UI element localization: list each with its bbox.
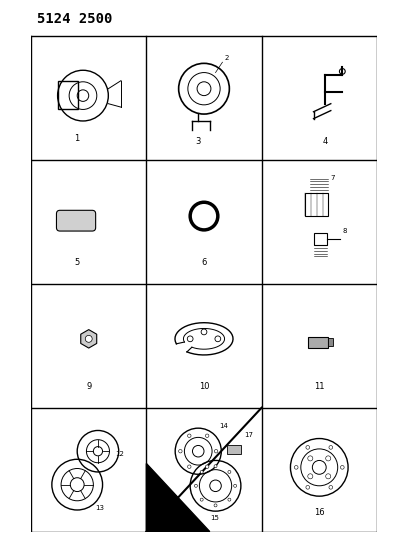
Bar	[328, 338, 333, 346]
Circle shape	[329, 486, 333, 489]
Circle shape	[187, 336, 193, 342]
Text: 12: 12	[115, 451, 124, 457]
Bar	[58, 80, 78, 109]
Circle shape	[294, 465, 298, 469]
Text: 7: 7	[331, 175, 335, 181]
Circle shape	[179, 449, 182, 453]
Text: 13: 13	[95, 505, 104, 511]
Circle shape	[340, 465, 344, 469]
Circle shape	[214, 504, 217, 507]
Circle shape	[188, 434, 191, 438]
FancyBboxPatch shape	[56, 211, 95, 231]
Circle shape	[326, 456, 331, 461]
Bar	[313, 233, 327, 245]
Circle shape	[306, 486, 310, 489]
Bar	[306, 193, 328, 216]
Circle shape	[200, 471, 203, 473]
Text: 3: 3	[195, 137, 201, 146]
Circle shape	[228, 471, 231, 473]
Text: 5124 2500: 5124 2500	[37, 12, 112, 26]
Circle shape	[329, 446, 333, 449]
Circle shape	[206, 434, 209, 438]
Polygon shape	[146, 464, 210, 531]
Text: 2: 2	[225, 55, 229, 61]
Text: 10: 10	[199, 382, 209, 391]
Text: 15: 15	[210, 515, 219, 521]
Text: 16: 16	[314, 508, 325, 517]
Circle shape	[214, 449, 218, 453]
Circle shape	[326, 474, 331, 479]
Text: 14: 14	[219, 423, 228, 429]
Circle shape	[85, 335, 92, 342]
Polygon shape	[81, 329, 97, 348]
Circle shape	[308, 456, 313, 461]
Text: 1: 1	[75, 134, 80, 143]
Text: 8: 8	[342, 228, 347, 235]
Text: 9: 9	[86, 382, 91, 391]
Circle shape	[188, 465, 191, 469]
Circle shape	[234, 484, 237, 487]
Circle shape	[201, 329, 207, 335]
Text: 11: 11	[314, 382, 324, 391]
Text: 6: 6	[201, 257, 207, 266]
Circle shape	[308, 474, 313, 479]
Text: 5: 5	[75, 257, 80, 266]
Circle shape	[206, 465, 209, 469]
Text: 17: 17	[244, 432, 253, 438]
Circle shape	[215, 336, 221, 342]
Circle shape	[200, 498, 203, 501]
Circle shape	[306, 446, 310, 449]
Circle shape	[214, 465, 217, 467]
Bar	[227, 446, 241, 454]
Circle shape	[228, 498, 231, 501]
Circle shape	[195, 484, 197, 487]
Text: 4: 4	[322, 137, 328, 146]
Bar	[308, 336, 328, 348]
